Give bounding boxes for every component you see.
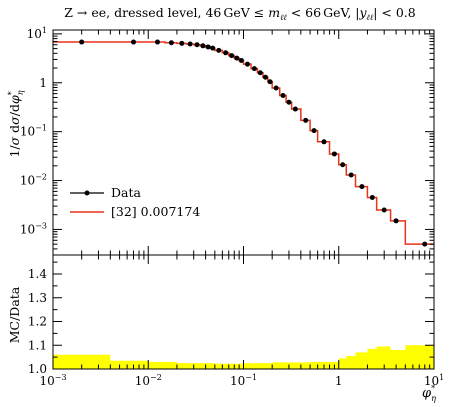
data-point (267, 79, 273, 85)
data-point (216, 47, 222, 53)
data-point (234, 55, 240, 61)
y-tick-label: 10−3 (20, 221, 47, 236)
data-point (286, 99, 292, 105)
data-point (238, 58, 244, 64)
x-tick-label: 10−3 (39, 373, 66, 388)
legend-label-data: Data (111, 185, 141, 200)
y-tick-label: 1 (39, 76, 47, 90)
data-point (194, 42, 200, 48)
data-point (154, 39, 160, 45)
data-point (280, 92, 286, 98)
data-point (168, 40, 174, 46)
ratio-y-tick-label: 1.4 (28, 267, 47, 281)
data-point (200, 43, 206, 49)
data-point (262, 74, 268, 80)
data-point (273, 85, 279, 91)
data-point (179, 40, 185, 46)
mc-step-line (53, 41, 434, 245)
data-point (205, 44, 211, 50)
data-point (292, 106, 298, 112)
x-tick-label: 101 (424, 373, 444, 388)
x-axis-label: φ* η (422, 384, 436, 403)
data-point (340, 162, 346, 168)
data-point (130, 39, 136, 45)
y-tick-label: 10−2 (20, 173, 47, 188)
data-point (257, 70, 263, 76)
data-point (244, 61, 250, 67)
legend-label-mc: [32] 0.007174 (111, 204, 200, 219)
data-point (210, 45, 216, 51)
legend-data-marker (84, 190, 90, 196)
x-tick-label: 10−1 (230, 373, 257, 388)
data-point (321, 139, 327, 145)
data-point (348, 172, 354, 178)
y-tick-label: 10−1 (20, 124, 47, 139)
ratio-y-tick-label: 1.2 (28, 315, 47, 329)
data-point (422, 241, 428, 247)
chart-title: Z → ee, dressed level, 46 GeV ≤ mℓℓ < 66 G… (64, 5, 416, 22)
ratio-y-tick-label: 1.3 (28, 291, 47, 305)
data-point (251, 66, 257, 72)
data-point (303, 117, 309, 123)
data-point (381, 207, 387, 213)
ratio-y-tick-label: 1.0 (28, 362, 47, 376)
data-point (331, 151, 337, 157)
ratio-y-tick-label: 1.1 (28, 338, 47, 352)
data-point (311, 128, 317, 134)
ratio-panel: 10−3 10−2 10−1 1 101 1.0 1.1 1.2 1.3 1.4 (28, 254, 444, 388)
data-point (223, 50, 229, 56)
data-point (229, 53, 235, 59)
legend: Data [32] 0.007174 (70, 185, 200, 219)
main-y-axis-label: 1/σ dσ/dφ*η (7, 90, 25, 157)
data-point (79, 39, 85, 45)
x-tick-label: 10−2 (135, 373, 162, 388)
ratio-y-axis-label: MC/Data (7, 286, 22, 343)
data-point (187, 41, 193, 47)
data-point (369, 194, 375, 200)
main-panel: 101 1 10−1 10−2 10−3 Data [32] 0.007174 (20, 26, 435, 256)
data-point (393, 218, 399, 224)
data-point (359, 184, 365, 190)
y-tick-label: 101 (27, 26, 47, 41)
x-tick-label: 1 (335, 374, 343, 388)
